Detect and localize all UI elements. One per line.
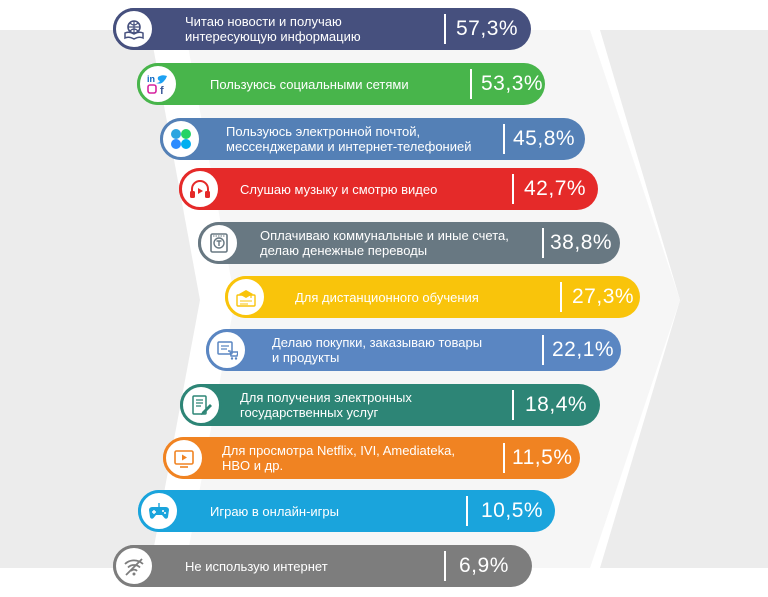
value-separator [560,282,562,312]
bar-value-label: 38,8% [550,231,613,254]
bar-label: Слушаю музыку и смотрю видео [240,168,506,210]
gamepad-icon [138,490,180,532]
video-player-icon [163,437,205,479]
bar-row: Для просмотра Netflix, IVI, Amediateka, H… [163,437,580,479]
bar-label: Не использую интернет [185,545,438,587]
graduation-cap-icon-glyph [236,290,256,307]
bar-label: Пользуюсь социальными сетями [210,63,464,105]
bar-label: Играю в онлайн-игры [210,490,460,532]
bar-row: Делаю покупки, заказываю товары и продукт… [206,329,621,371]
graduation-cap-icon [225,276,267,318]
bar-label-line: и продукты [272,350,340,365]
bar-value-label: 27,3% [572,285,635,308]
bar-row: Читаю новости и получаю интересующую инфо… [113,8,531,50]
bar-row: Оплачиваю коммунальные и иные счета, дела… [198,222,620,264]
bar-label-line: Для дистанционного обучения [295,289,479,305]
bar-label: Делаю покупки, заказываю товары и продукт… [272,329,536,371]
social-media-icon: in f [137,63,179,105]
bar-label: Для просмотра Netflix, IVI, Amediateka, H… [222,437,497,479]
news-icon-glyph [124,20,144,40]
bar-label: Пользуюсь электронной почтой, мессенджера… [226,118,497,160]
document-icon [180,384,222,426]
bar-label-line: делаю денежные переводы [260,243,428,258]
shopping-cart-icon [206,329,248,371]
bar-value-label: 42,7% [524,177,587,200]
bar-label: Оплачиваю коммунальные и иные счета, дела… [260,222,536,264]
value-separator [542,228,544,258]
bar-row: Играю в онлайн-игры 10,5% [138,490,555,532]
bar-value-label: 22,1% [552,338,615,361]
headphones-icon [179,168,221,210]
bar-label-line: Читаю новости и получаю [185,14,342,29]
bar-label-line: Пользуюсь электронной почтой, [226,124,421,139]
value-separator [444,14,446,44]
value-separator [470,69,472,99]
bar-label-line: Играю в онлайн-игры [210,503,339,519]
bar-label-line: Для просмотра Netflix, IVI, Amediateka, [222,443,455,458]
bar-value-label: 10,5% [481,499,544,522]
news-icon [113,8,155,50]
messenger-icon [160,118,202,160]
bar-label-line: интересующую информацию [185,29,361,44]
bar-label-line: Оплачиваю коммунальные и иные счета, [260,228,509,243]
social-media-icon-glyph: inf [147,74,167,95]
payment-icon-glyph [210,233,228,253]
background-arrow-right [600,30,768,568]
bar-row: in f Пользуюсь социальными сетями 53,3% [137,63,545,105]
no-wifi-icon-glyph [124,558,144,576]
bar-row: Для получения электронных государственных… [180,384,600,426]
value-separator [503,124,505,154]
document-icon-glyph [192,395,212,415]
bar-label-line: Не использую интернет [185,558,328,574]
bar-label-line: Делаю покупки, заказываю товары [272,335,483,350]
bar-value-label: 6,9% [459,554,509,577]
bar-label-line: государственных услуг [240,405,379,420]
bar-row: Для дистанционного обучения 27,3% [225,276,640,318]
shopping-cart-icon-glyph [217,341,238,360]
bar-label: Для дистанционного обучения [295,276,554,318]
value-separator [512,390,514,420]
bar-value-label: 18,4% [525,393,588,416]
bar-row: Не использую интернет 6,9% [113,545,532,587]
svg-text:in: in [147,74,155,84]
bar-row: Пользуюсь электронной почтой, мессенджера… [160,118,585,160]
bar-label: Для получения электронных государственных… [240,384,506,426]
headphones-icon-glyph [190,180,210,198]
video-player-icon-glyph [174,450,194,468]
bar-value-label: 11,5% [512,446,573,469]
payment-icon [198,222,240,264]
value-separator [512,174,514,204]
bar-value-label: 57,3% [456,17,519,40]
bar-label-line: Слушаю музыку и смотрю видео [240,181,438,197]
value-separator [444,551,446,581]
value-separator [503,443,505,473]
value-separator [466,496,468,526]
bar-row: Слушаю музыку и смотрю видео 42,7% [179,168,598,210]
gamepad-icon-glyph [149,503,169,519]
messenger-icon-glyph [171,129,191,149]
no-wifi-icon [113,545,155,587]
svg-text:f: f [160,85,164,95]
bar-label-line: мессенджерами и интернет-телефонией [226,139,472,154]
background-band [0,30,200,568]
bar-label: Читаю новости и получаю интересующую инфо… [185,8,438,50]
bar-value-label: 53,3% [481,72,544,95]
bar-value-label: 45,8% [513,127,576,150]
bar-label-line: HBO и др. [222,458,284,473]
bar-label-line: Пользуюсь социальными сетями [210,76,409,92]
bar-label-line: Для получения электронных [240,390,412,405]
value-separator [542,335,544,365]
